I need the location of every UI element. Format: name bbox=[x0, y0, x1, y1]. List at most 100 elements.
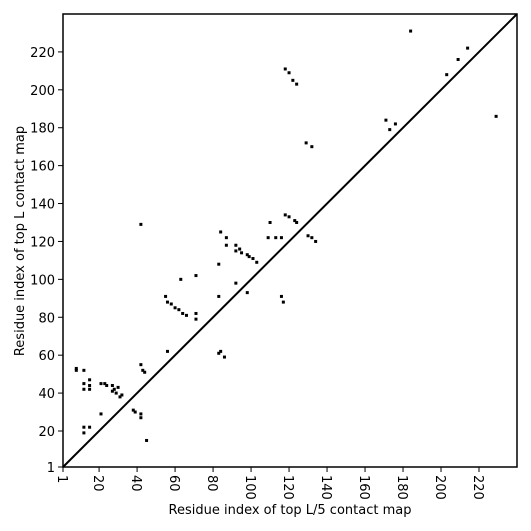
contact-point bbox=[139, 416, 143, 420]
y-tick-label: 120 bbox=[30, 235, 55, 250]
contact-point bbox=[141, 368, 145, 372]
contact-point bbox=[217, 262, 221, 266]
y-tick-label: 140 bbox=[30, 198, 55, 213]
contact-point bbox=[310, 145, 314, 149]
contact-point bbox=[99, 412, 103, 416]
contact-point bbox=[224, 243, 228, 247]
contact-point bbox=[82, 425, 86, 429]
contact-point bbox=[287, 215, 291, 219]
y-tick-label: 40 bbox=[38, 387, 55, 402]
x-tick-label: 220 bbox=[470, 475, 485, 500]
contact-point bbox=[445, 73, 449, 77]
contact-point bbox=[384, 118, 388, 122]
contact-point bbox=[143, 370, 147, 374]
contact-point bbox=[274, 236, 278, 240]
contact-point bbox=[279, 236, 283, 240]
contact-point bbox=[287, 71, 291, 75]
contact-point bbox=[139, 222, 143, 226]
y-tick-label: 180 bbox=[30, 122, 55, 137]
contact-point bbox=[234, 281, 238, 285]
y-tick-label: 160 bbox=[30, 160, 55, 175]
contact-point bbox=[295, 82, 299, 86]
contact-point bbox=[255, 260, 259, 264]
x-tick-label: 1 bbox=[54, 475, 69, 483]
contact-point bbox=[82, 431, 86, 435]
contact-point bbox=[173, 306, 177, 310]
x-tick-label: 120 bbox=[280, 475, 295, 500]
contact-point bbox=[82, 368, 86, 372]
contact-point bbox=[110, 383, 114, 387]
contact-point bbox=[251, 257, 255, 261]
contact-point bbox=[295, 220, 299, 224]
contact-point bbox=[169, 302, 173, 306]
x-tick-label: 100 bbox=[242, 475, 257, 500]
contact-point bbox=[306, 234, 310, 238]
contact-point bbox=[194, 274, 198, 278]
contact-point bbox=[194, 311, 198, 315]
contact-point bbox=[131, 408, 135, 412]
x-tick-label: 60 bbox=[166, 475, 181, 492]
contact-point bbox=[82, 387, 86, 391]
x-tick-label: 20 bbox=[90, 475, 105, 492]
contact-point bbox=[279, 294, 283, 298]
contact-point bbox=[304, 141, 308, 145]
contact-point bbox=[293, 219, 297, 223]
contact-point bbox=[145, 438, 149, 442]
contact-point bbox=[139, 363, 143, 367]
contact-point bbox=[245, 253, 249, 257]
contact-point bbox=[110, 389, 114, 393]
contact-point bbox=[283, 67, 287, 71]
y-tick-label: 20 bbox=[38, 425, 55, 440]
contact-point bbox=[82, 382, 86, 386]
y-tick-label: 220 bbox=[30, 46, 55, 61]
contact-point bbox=[165, 349, 169, 353]
contact-point bbox=[99, 382, 103, 386]
contact-point bbox=[88, 425, 92, 429]
contact-point bbox=[409, 29, 413, 33]
contact-point bbox=[165, 300, 169, 304]
y-tick-label: 200 bbox=[30, 84, 55, 99]
contact-point bbox=[164, 294, 168, 298]
contact-point bbox=[105, 383, 109, 387]
contact-point bbox=[247, 255, 251, 259]
contact-point bbox=[133, 410, 137, 414]
y-axis-label: Residue index of top L contact map bbox=[13, 126, 28, 356]
contact-point bbox=[222, 355, 226, 359]
contact-point bbox=[103, 382, 107, 386]
y-tick-label: 80 bbox=[38, 311, 55, 326]
contact-point bbox=[74, 368, 78, 372]
contact-point bbox=[139, 412, 143, 416]
contact-point bbox=[393, 122, 397, 126]
contact-point bbox=[177, 308, 181, 312]
diagonal-line bbox=[62, 13, 518, 468]
y-tick-label: 60 bbox=[38, 349, 55, 364]
contact-point bbox=[179, 277, 183, 281]
contact-point bbox=[245, 291, 249, 295]
contact-point bbox=[266, 236, 270, 240]
contact-point bbox=[88, 383, 92, 387]
contact-point bbox=[88, 378, 92, 382]
contact-point bbox=[217, 294, 221, 298]
y-tick-label: 100 bbox=[30, 273, 55, 288]
contact-point bbox=[466, 46, 470, 50]
contact-point bbox=[268, 220, 272, 224]
contact-point bbox=[234, 243, 238, 247]
contact-point bbox=[314, 239, 318, 243]
plot-frame bbox=[62, 13, 518, 468]
contact-point bbox=[118, 395, 122, 399]
contact-point bbox=[116, 385, 120, 389]
contact-point bbox=[224, 236, 228, 240]
contact-point bbox=[112, 387, 116, 391]
contact-point bbox=[217, 351, 221, 355]
contact-point bbox=[388, 128, 392, 132]
contact-point bbox=[219, 230, 223, 234]
x-tick-label: 160 bbox=[356, 475, 371, 500]
x-tick-label: 180 bbox=[394, 475, 409, 500]
contact-point bbox=[456, 57, 460, 61]
x-tick-label: 200 bbox=[432, 475, 447, 500]
x-axis-label: Residue index of top L/5 contact map bbox=[169, 503, 412, 518]
y-tick-label: 1 bbox=[47, 461, 55, 476]
contact-point bbox=[88, 387, 92, 391]
contact-point bbox=[234, 249, 238, 253]
